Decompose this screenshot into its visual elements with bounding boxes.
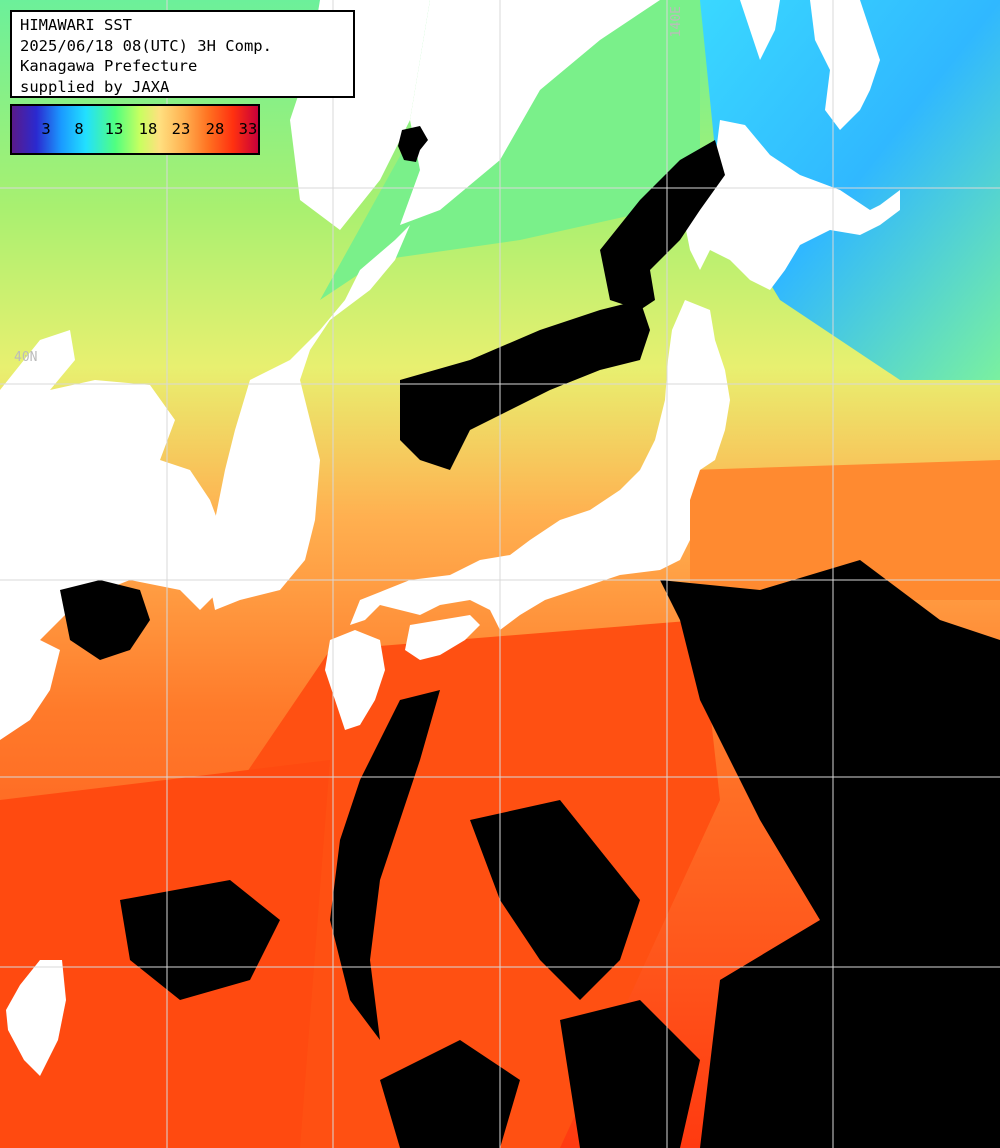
north-cold-water (320, 0, 700, 300)
sakhalin (810, 0, 880, 130)
shikoku (405, 615, 480, 660)
cloud-north-band (600, 140, 725, 310)
legend-tick: 13 (104, 120, 124, 138)
cloud-sea-of-japan (400, 300, 650, 470)
product-title: HIMAWARI SST (20, 16, 132, 34)
kyushu (325, 630, 385, 730)
russian-coast-top (400, 0, 660, 225)
okhotsk-cold-water (700, 0, 1000, 380)
asia-mainland (0, 330, 225, 660)
cloud-yellow-sea (60, 580, 150, 660)
legend-tick: 18 (138, 120, 158, 138)
pacific-warm-water (690, 460, 1000, 600)
island-small-1 (398, 126, 428, 162)
legend-tick: 28 (205, 120, 225, 138)
legend-tick: 8 (74, 120, 84, 138)
sakhalin-upper (740, 0, 780, 60)
cloud-southwest (120, 880, 280, 1000)
china-coast (0, 620, 60, 740)
info-box: HIMAWARI SST 2025/06/18 08(UTC) 3H Comp.… (10, 10, 355, 98)
timestamp: 2025/06/18 08(UTC) 3H Comp. (20, 36, 272, 55)
cloud-far-south (380, 1040, 520, 1148)
hokkaido (685, 120, 900, 290)
latitude-label: 40N (14, 350, 38, 365)
taiwan (6, 960, 66, 1076)
region-name: Kanagawa Prefecture (20, 57, 198, 75)
cloud-bottom-right (560, 1000, 700, 1148)
cloud-pacific-east (660, 560, 1000, 1148)
cloud-south (470, 800, 640, 1000)
legend-tick: 23 (171, 120, 191, 138)
korea-peninsula (205, 225, 410, 610)
legend-tick: 33 (238, 120, 258, 138)
color-scale-legend: 3 8 13 18 23 28 33 (10, 104, 260, 155)
longitude-label: 140E (669, 6, 684, 38)
honshu (350, 300, 730, 630)
legend-tick: 3 (41, 120, 51, 138)
supplier: supplied by JAXA (20, 77, 170, 96)
